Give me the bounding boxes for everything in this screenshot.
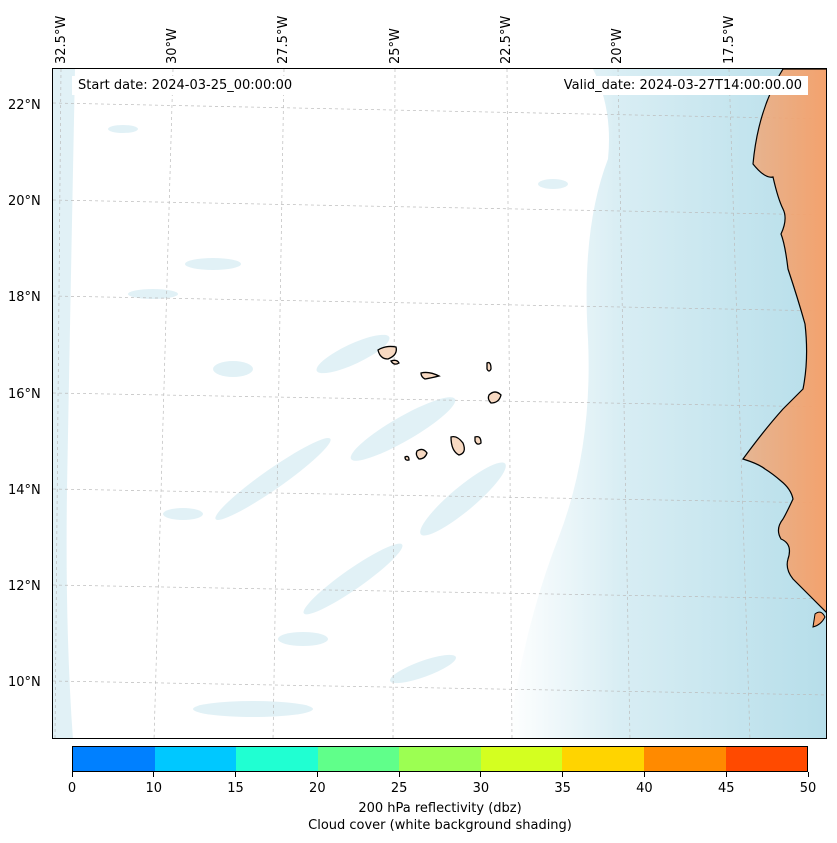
graticule	[53, 69, 826, 738]
colorbar-title-line1: 200 hPa reflectivity (dbz)	[358, 801, 522, 816]
land-africa	[742, 69, 826, 613]
start-date-label: Start date: 2024-03-25_00:00:00	[72, 76, 299, 95]
island-sao-nicolau	[420, 371, 441, 380]
colorbar-segment-35-40	[562, 747, 644, 771]
island-sal	[486, 361, 492, 372]
colorbar-segment-20-25	[317, 747, 400, 771]
colorbar-tick-label: 25	[390, 781, 408, 796]
colorbar-tick-label: 35	[554, 781, 571, 796]
colorbar-title-line2: Cloud cover (white background shading)	[308, 818, 572, 833]
lon-label-17-5w: 17.5°W	[722, 15, 737, 64]
colorbar-tick-mark	[480, 772, 482, 777]
lat-label-10n: 10°N	[8, 675, 41, 690]
colorbar-tick-label: 20	[309, 781, 326, 796]
colorbar-segment-15-20	[236, 747, 318, 771]
colorbar-tick-mark	[562, 772, 564, 777]
colorbar-tick-mark	[71, 772, 73, 777]
colorbar-tick-mark	[235, 772, 237, 777]
colorbar-segment-40-45	[643, 747, 726, 771]
colorbar-tick-label: 50	[799, 781, 817, 796]
lon-label-32-5w: 32.5°W	[54, 15, 69, 64]
colorbar-tick-mark	[725, 772, 727, 777]
colorbar-tick-label: 10	[145, 781, 163, 796]
island-brava	[404, 455, 410, 461]
colorbar-tick-label: 30	[472, 781, 490, 796]
colorbar-tick-mark	[398, 772, 400, 777]
lon-label-25w: 25°W	[388, 28, 403, 64]
valid-date-label: Valid_date: 2024-03-27T14:00:00.00	[557, 76, 808, 95]
island-santiago	[450, 435, 465, 456]
lat-label-22n: 22°N	[8, 98, 41, 113]
lon-label-30w: 30°W	[165, 28, 180, 64]
land-bissau-islands	[812, 611, 826, 628]
lon-label-20w: 20°W	[610, 28, 625, 64]
colorbar-segment-0-10	[73, 747, 155, 771]
lat-label-16n: 16°N	[8, 387, 41, 402]
lat-label-12n: 12°N	[8, 579, 41, 594]
cloud-band-west	[53, 69, 75, 738]
colorbar-tick-label: 0	[67, 781, 77, 796]
island-santo-antao	[377, 345, 397, 360]
lon-label-22-5w: 22.5°W	[499, 15, 514, 64]
lat-label-20n: 20°N	[8, 194, 41, 209]
colorbar-segment-30-35	[480, 747, 563, 771]
colorbar-tick-mark	[316, 772, 318, 777]
colorbar-tick-label: 45	[717, 781, 735, 796]
lat-label-14n: 14°N	[8, 483, 41, 498]
lon-label-27-5w: 27.5°W	[276, 15, 291, 64]
colorbar	[72, 746, 808, 772]
island-maio	[474, 435, 482, 445]
cloud-streaks	[108, 125, 568, 717]
cape-verde-islands	[377, 345, 502, 461]
island-fogo	[415, 448, 428, 460]
colorbar-tick-mark	[807, 772, 809, 777]
island-sao-vicente	[390, 359, 400, 365]
map-frame	[52, 68, 827, 739]
colorbar-segment-25-30	[399, 747, 481, 771]
colorbar-tick-label: 40	[636, 781, 653, 796]
colorbar-segment-45-50	[725, 747, 808, 771]
colorbar-tick-mark	[153, 772, 155, 777]
lat-label-18n: 18°N	[8, 290, 41, 305]
colorbar-tick-mark	[643, 772, 645, 777]
colorbar-tick-label: 15	[227, 781, 244, 796]
cloud-band-east	[508, 69, 826, 738]
colorbar-segment-10-15	[154, 747, 237, 771]
map-canvas	[53, 69, 826, 738]
island-boa-vista	[487, 391, 502, 404]
